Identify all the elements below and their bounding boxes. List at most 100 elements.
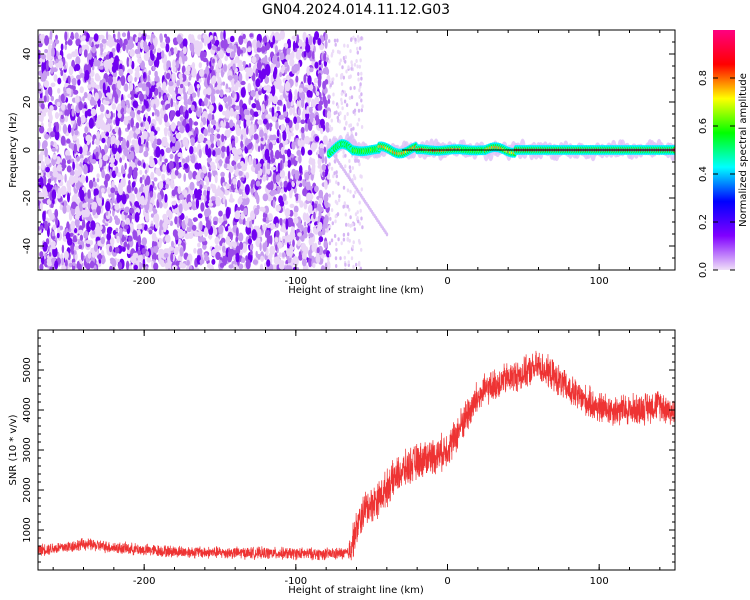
spectrogram-speckle [287, 258, 292, 264]
spectrogram-speckle [328, 241, 332, 246]
spectrogram-speckle [165, 147, 171, 154]
spectrogram-speckle [66, 180, 71, 189]
spectrogram-speckle [43, 95, 47, 103]
spectrogram-speckle [287, 41, 291, 48]
spectrogram-speckle [360, 76, 363, 81]
spectrogram-speckle [214, 39, 220, 46]
spectrogram-speckle [135, 128, 141, 135]
figure-title: GN04.2024.014.11.12.G03 [262, 2, 450, 18]
spectrogram-speckle [150, 84, 156, 93]
spectrogram-speckle [236, 206, 241, 212]
spectrogram-speckle [259, 263, 264, 270]
spectrogram-speckle [159, 226, 162, 236]
spectrogram-speckle [239, 65, 244, 72]
colorbar-tick-label: 0.6 [698, 118, 709, 134]
spectrogram-speckle [44, 222, 49, 231]
spectrogram-speckle [238, 59, 243, 68]
spectrogram-speckle [229, 107, 234, 117]
spectrogram-speckle [255, 100, 260, 111]
spectrogram-speckle [207, 75, 210, 86]
spectrogram-speckle [343, 126, 346, 131]
spectrogram-speckle [328, 203, 331, 208]
spectrogram-speckle [317, 203, 322, 211]
spectrogram-speckle [90, 220, 96, 231]
spectrogram-speckle [323, 240, 328, 249]
spectrogram-speckle [61, 163, 67, 169]
spectrogram-speckle [344, 262, 347, 267]
spectrogram-speckle [90, 69, 95, 78]
spectrogram-speckle [128, 58, 132, 67]
spectrogram-speckle [349, 215, 352, 220]
spectrogram-speckle [47, 222, 51, 227]
spectrogram-speckle [335, 247, 338, 252]
spectrogram-speckle [336, 201, 339, 206]
spectrogram-speckle [329, 128, 332, 133]
spectrogram-speckle [118, 182, 122, 191]
spectrogram-speckle [111, 170, 117, 179]
spectrogram-speckle [207, 202, 214, 207]
spectrogram-speckle [232, 178, 237, 185]
x-tick-label: 100 [590, 576, 609, 587]
spectrogram-speckle [260, 255, 264, 262]
spectrogram-speckle [228, 197, 235, 203]
spectrogram-speckle [195, 198, 200, 209]
spectrogram-speckle [63, 250, 69, 260]
spectrogram-speckle [355, 102, 359, 107]
spectrogram-speckle [88, 53, 92, 60]
spectrogram-speckle [287, 159, 292, 168]
spectrogram-speckle [183, 55, 188, 62]
spectrogram-speckle [78, 263, 82, 270]
spectrogram-speckle [179, 125, 185, 134]
spectrogram-speckle [240, 160, 245, 167]
spectrogram-speckle [142, 72, 146, 79]
spectrogram-speckle [205, 66, 210, 76]
spectrogram-speckle [134, 77, 137, 82]
spectrogram-speckle [92, 100, 97, 106]
spectrogram-speckle [72, 262, 76, 266]
spectrogram-speckle [57, 60, 64, 69]
spectrogram-speckle [284, 149, 288, 154]
spectrogram-speckle [85, 239, 92, 244]
colorbar-tick-label: 0.0 [698, 262, 709, 278]
spectrogram-speckle [126, 184, 132, 194]
spectrogram-speckle [197, 34, 202, 40]
spectrogram-speckle [237, 197, 243, 205]
spectrogram-speckle [287, 265, 293, 270]
y-tick-label: -40 [22, 238, 33, 254]
spectrogram-speckle [257, 145, 261, 153]
spectrogram-speckle [170, 172, 177, 180]
spectrogram-speckle [38, 226, 41, 231]
spectrogram-speckle [222, 245, 226, 253]
spectrogram-speckle [225, 236, 231, 245]
spectrogram-speckle [252, 39, 258, 49]
spectrogram-speckle [204, 252, 208, 258]
spectrogram-speckle [300, 224, 304, 231]
spectrogram-speckle [232, 63, 236, 71]
spectrogram-speckle [204, 208, 210, 218]
spectrogram-speckle [106, 123, 111, 133]
spectrogram-speckle [333, 38, 337, 43]
spectrogram-speckle [244, 67, 250, 73]
spectrogram-speckle [88, 179, 94, 189]
spectrogram-speckle [147, 195, 150, 205]
spectrogram-speckle [79, 146, 83, 155]
spectrogram-speckle [359, 174, 362, 179]
spectrogram-speckle [199, 248, 203, 255]
spectrogram-speckle [96, 131, 101, 141]
spectrogram-speckle [67, 39, 73, 46]
spectrogram-speckle [107, 187, 112, 195]
spectrogram-speckle [139, 176, 143, 184]
spectrogram-speckle [71, 77, 77, 86]
spectrogram-speckle [44, 133, 49, 140]
spectrogram-speckle [239, 182, 244, 190]
spectrogram-speckle [116, 106, 121, 112]
spectrogram-speckle [349, 189, 352, 194]
spectrogram-speckle [116, 80, 122, 90]
spectrogram-speckle [341, 65, 344, 70]
spectrogram-speckle [60, 114, 64, 120]
spectrogram-speckle [178, 203, 183, 214]
spectrogram-speckle [352, 264, 355, 269]
spectrogram-speckle [264, 229, 268, 238]
spectrogram-speckle [309, 67, 314, 73]
